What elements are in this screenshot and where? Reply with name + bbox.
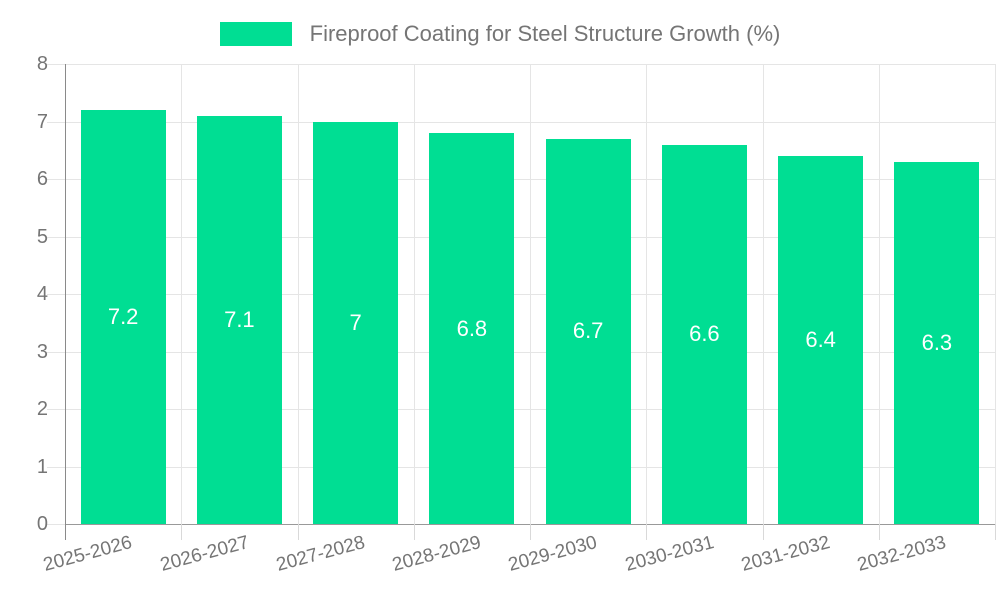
bar-value-label: 7 bbox=[349, 309, 362, 335]
y-tick-mark bbox=[47, 466, 65, 468]
x-tick-mark bbox=[878, 524, 880, 540]
y-tick-label: 1 bbox=[36, 455, 48, 478]
y-tick-label: 5 bbox=[36, 225, 48, 248]
bar[interactable] bbox=[313, 121, 399, 524]
y-tick-mark bbox=[47, 351, 65, 353]
v-gridline bbox=[297, 64, 299, 524]
bar-value-label: 6.8 bbox=[456, 315, 488, 341]
bar-value-label: 6.3 bbox=[921, 329, 953, 355]
x-tick-label: 2029-2030 bbox=[506, 532, 600, 576]
bar[interactable] bbox=[661, 144, 747, 524]
v-gridline bbox=[181, 64, 183, 524]
v-gridline bbox=[762, 64, 764, 524]
bar[interactable] bbox=[429, 133, 515, 524]
x-tick-label: 2025-2026 bbox=[41, 532, 135, 576]
v-gridline bbox=[878, 64, 880, 524]
legend-label: Fireproof Coating for Steel Structure Gr… bbox=[309, 21, 781, 46]
bar-value-label: 6.4 bbox=[805, 327, 836, 352]
x-tick-label: 2027-2028 bbox=[273, 532, 368, 576]
x-tick-mark bbox=[762, 524, 764, 540]
y-tick-mark bbox=[47, 236, 65, 238]
bar[interactable] bbox=[80, 110, 166, 524]
y-tick-mark bbox=[47, 524, 65, 525]
bar-value-label: 6.6 bbox=[689, 321, 720, 347]
y-axis-line bbox=[65, 64, 66, 540]
x-tick-label: 2028-2029 bbox=[390, 532, 484, 576]
legend-swatch bbox=[219, 22, 292, 46]
y-tick-label: 2 bbox=[36, 398, 48, 420]
bar-value-label: 7.1 bbox=[224, 306, 255, 332]
x-tick-mark bbox=[530, 524, 531, 540]
bar-value-label: 7.2 bbox=[107, 304, 139, 329]
bar[interactable] bbox=[196, 115, 282, 524]
y-tick-label: 4 bbox=[36, 283, 48, 305]
y-tick-label: 6 bbox=[36, 168, 48, 190]
bar[interactable] bbox=[894, 161, 980, 524]
v-gridline bbox=[995, 64, 996, 524]
v-gridline bbox=[646, 64, 648, 524]
x-tick-mark bbox=[995, 524, 996, 540]
x-tick-label: 2026-2027 bbox=[157, 532, 251, 576]
y-tick-mark bbox=[47, 64, 65, 65]
y-tick-label: 7 bbox=[36, 110, 48, 133]
x-tick-mark bbox=[646, 524, 648, 540]
v-gridline bbox=[530, 64, 531, 524]
x-tick-mark bbox=[413, 524, 415, 540]
x-tick-label: 2030-2031 bbox=[622, 532, 716, 576]
y-tick-label: 8 bbox=[36, 53, 48, 75]
bar-value-label: 6.7 bbox=[572, 318, 604, 344]
y-tick-label: 0 bbox=[36, 513, 48, 535]
v-gridline bbox=[413, 64, 415, 524]
y-tick-mark bbox=[47, 179, 65, 180]
x-tick-mark bbox=[297, 524, 299, 540]
x-tick-label: 2031-2032 bbox=[738, 532, 833, 576]
chart-legend[interactable]: Fireproof Coating for Steel Structure Gr… bbox=[0, 18, 1000, 50]
y-tick-mark bbox=[47, 409, 65, 410]
x-tick-label: 2032-2033 bbox=[855, 532, 949, 576]
y-tick-mark bbox=[47, 121, 65, 123]
y-tick-label: 3 bbox=[36, 340, 48, 363]
y-tick-mark bbox=[47, 294, 65, 295]
bar[interactable] bbox=[545, 138, 631, 524]
x-tick-mark bbox=[181, 524, 183, 540]
bar[interactable] bbox=[778, 156, 864, 524]
